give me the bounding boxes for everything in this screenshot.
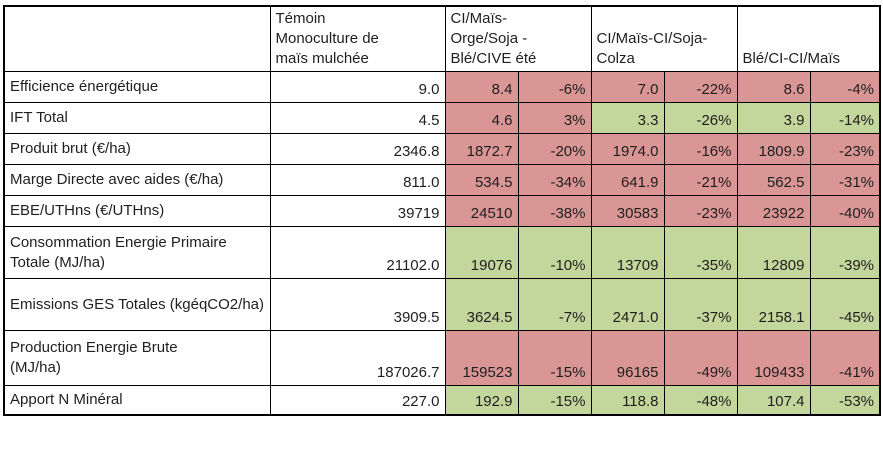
system2-value-cell: 641.9 <box>590 164 665 196</box>
system3-value-cell: 1809.9 <box>736 133 811 165</box>
control-value-cell: 227.0 <box>269 385 446 415</box>
system1-value-cell: 19076 <box>444 226 519 279</box>
system1-pct-cell: -34% <box>517 164 592 196</box>
system2-value-cell: 30583 <box>590 195 665 227</box>
system2-pct-cell: -16% <box>663 133 738 165</box>
system1-value-cell: 1872.7 <box>444 133 519 165</box>
table-row-apport-n: Apport N Minéral 227.0 192.9 -15% 118.8 … <box>3 385 881 415</box>
row-label: Production Energie Brute (MJ/ha) <box>3 330 271 386</box>
corner-cell <box>3 5 271 72</box>
system1-value-cell: 534.5 <box>444 164 519 196</box>
row-label: Efficience énergétique <box>3 71 271 103</box>
system1-pct-cell: -15% <box>517 385 592 415</box>
system1-pct-cell: -38% <box>517 195 592 227</box>
system2-pct-cell: -37% <box>663 278 738 331</box>
system3-pct-cell: -53% <box>809 385 881 415</box>
control-value-cell: 39719 <box>269 195 446 227</box>
table-row-consommation-energie: Consommation Energie Primaire Totale (MJ… <box>3 226 881 279</box>
row-label: Apport N Minéral <box>3 385 271 415</box>
system1-value-cell: 8.4 <box>444 71 519 103</box>
system3-value-cell: 109433 <box>736 330 811 386</box>
system2-pct-cell: -22% <box>663 71 738 103</box>
system3-value-cell: 12809 <box>736 226 811 279</box>
control-value-cell: 21102.0 <box>269 226 446 279</box>
header-control-system: Témoin Monoculture de maïs mulchée <box>269 5 446 72</box>
row-label: Emissions GES Totales (kgéqCO2/ha) <box>3 278 271 331</box>
control-value-cell: 9.0 <box>269 71 446 103</box>
system3-value-cell: 562.5 <box>736 164 811 196</box>
system1-value-cell: 3624.5 <box>444 278 519 331</box>
system2-pct-cell: -48% <box>663 385 738 415</box>
header-system-2: CI/Maïs-CI/Soja-Colza <box>590 5 738 72</box>
header-row: Témoin Monoculture de maïs mulchée CI/Ma… <box>3 5 881 72</box>
table-row-production-energie: Production Energie Brute (MJ/ha) 187026.… <box>3 330 881 386</box>
system3-pct-cell: -41% <box>809 330 881 386</box>
system2-pct-cell: -35% <box>663 226 738 279</box>
systems-comparison-table: Témoin Monoculture de maïs mulchée CI/Ma… <box>3 5 882 416</box>
header-system-2-label: CI/Maïs-CI/Soja-Colza <box>596 30 708 67</box>
row-label: EBE/UTHns (€/UTHns) <box>3 195 271 227</box>
header-system-3-label: Blé/CI-CI/Maïs <box>742 50 841 67</box>
control-value-cell: 811.0 <box>269 164 446 196</box>
system2-value-cell: 1974.0 <box>590 133 665 165</box>
system3-pct-cell: -40% <box>809 195 881 227</box>
control-value-cell: 4.5 <box>269 102 446 134</box>
table-row-ift: IFT Total 4.5 4.6 3% 3.3 -26% 3.9 -14% <box>3 102 881 134</box>
row-label: Marge Directe avec aides (€/ha) <box>3 164 271 196</box>
system2-value-cell: 7.0 <box>590 71 665 103</box>
page: Témoin Monoculture de maïs mulchée CI/Ma… <box>3 5 882 416</box>
system3-pct-cell: -14% <box>809 102 881 134</box>
system2-value-cell: 13709 <box>590 226 665 279</box>
system1-pct-cell: 3% <box>517 102 592 134</box>
system3-pct-cell: -31% <box>809 164 881 196</box>
system3-value-cell: 107.4 <box>736 385 811 415</box>
system2-pct-cell: -21% <box>663 164 738 196</box>
system3-pct-cell: -23% <box>809 133 881 165</box>
system1-pct-cell: -6% <box>517 71 592 103</box>
system3-value-cell: 2158.1 <box>736 278 811 331</box>
system3-value-cell: 23922 <box>736 195 811 227</box>
system2-pct-cell: -49% <box>663 330 738 386</box>
table-row-produit-brut: Produit brut (€/ha) 2346.8 1872.7 -20% 1… <box>3 133 881 165</box>
table-row-ebe: EBE/UTHns (€/UTHns) 39719 24510 -38% 305… <box>3 195 881 227</box>
row-label: Consommation Energie Primaire Totale (MJ… <box>3 226 271 279</box>
table-row-efficience: Efficience énergétique 9.0 8.4 -6% 7.0 -… <box>3 71 881 103</box>
system3-value-cell: 3.9 <box>736 102 811 134</box>
system2-value-cell: 3.3 <box>590 102 665 134</box>
system1-value-cell: 24510 <box>444 195 519 227</box>
control-value-cell: 187026.7 <box>269 330 446 386</box>
table-row-marge-directe: Marge Directe avec aides (€/ha) 811.0 53… <box>3 164 881 196</box>
control-value-cell: 3909.5 <box>269 278 446 331</box>
system3-pct-cell: -45% <box>809 278 881 331</box>
header-system-3: Blé/CI-CI/Maïs <box>736 5 881 72</box>
header-system-1: CI/Maïs-Orge/Soja - Blé/CIVE été <box>444 5 592 72</box>
system3-pct-cell: -39% <box>809 226 881 279</box>
system2-pct-cell: -23% <box>663 195 738 227</box>
system3-pct-cell: -4% <box>809 71 881 103</box>
system1-pct-cell: -15% <box>517 330 592 386</box>
system1-value-cell: 159523 <box>444 330 519 386</box>
system1-value-cell: 192.9 <box>444 385 519 415</box>
table-row-emissions-ges: Emissions GES Totales (kgéqCO2/ha) 3909.… <box>3 278 881 331</box>
header-system-1-label: CI/Maïs-Orge/Soja - Blé/CIVE été <box>450 10 537 67</box>
control-value-cell: 2346.8 <box>269 133 446 165</box>
system1-pct-cell: -20% <box>517 133 592 165</box>
system1-value-cell: 4.6 <box>444 102 519 134</box>
system1-pct-cell: -10% <box>517 226 592 279</box>
header-control-label: Témoin Monoculture de maïs mulchée <box>275 10 379 67</box>
system2-value-cell: 2471.0 <box>590 278 665 331</box>
system2-pct-cell: -26% <box>663 102 738 134</box>
system3-value-cell: 8.6 <box>736 71 811 103</box>
row-label: IFT Total <box>3 102 271 134</box>
system2-value-cell: 96165 <box>590 330 665 386</box>
system1-pct-cell: -7% <box>517 278 592 331</box>
row-label: Produit brut (€/ha) <box>3 133 271 165</box>
system2-value-cell: 118.8 <box>590 385 665 415</box>
